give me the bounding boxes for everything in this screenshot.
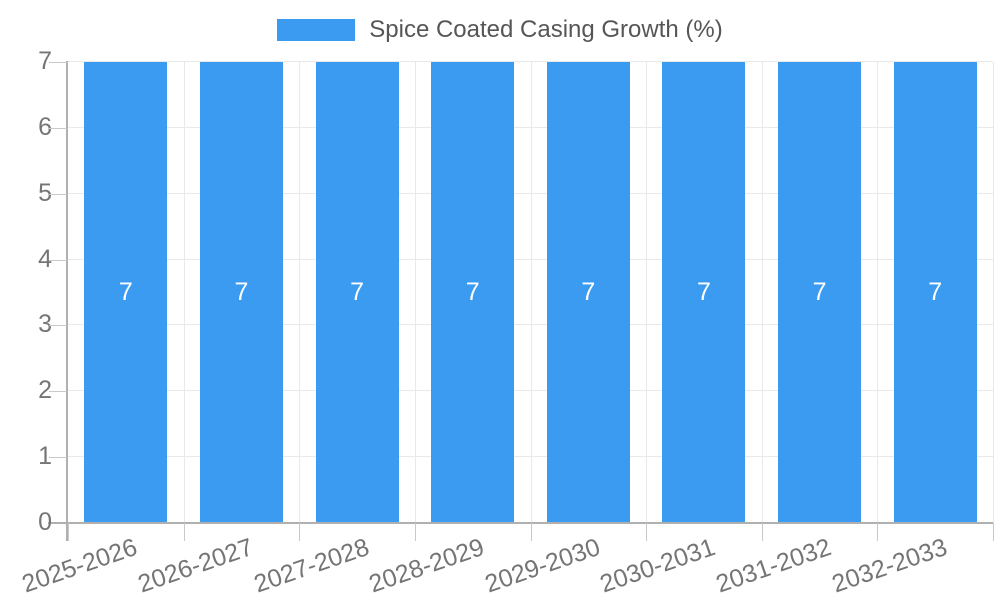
bar-2027-2028[interactable]: 7 bbox=[315, 62, 399, 523]
bar-value-label: 7 bbox=[928, 278, 943, 306]
y-tick-3 bbox=[49, 325, 67, 327]
bar-value-label: 7 bbox=[465, 278, 480, 306]
gridline-x-4 bbox=[530, 62, 532, 523]
y-tick-6 bbox=[49, 127, 67, 129]
y-tick-5 bbox=[49, 193, 67, 195]
bar-value-label: 7 bbox=[118, 278, 133, 306]
y-tick-2 bbox=[49, 391, 67, 393]
x-tick-label-2027-2028: 2027-2028 bbox=[250, 533, 373, 599]
bar-value-label: 7 bbox=[234, 278, 249, 306]
y-tick-7 bbox=[49, 62, 67, 63]
plot-area: 7 7 7 7 7 7 7 7 bbox=[68, 61, 994, 523]
x-tick-label-2025-2026: 2025-2026 bbox=[18, 533, 141, 599]
x-axis-line bbox=[48, 522, 993, 524]
x-tick-label-2031-2032: 2031-2032 bbox=[712, 533, 835, 599]
y-tick-label-4: 4 bbox=[38, 244, 52, 273]
bar-value-label: 7 bbox=[350, 278, 365, 306]
x-tick-label-2030-2031: 2030-2031 bbox=[596, 533, 720, 599]
gridline-x-1 bbox=[183, 62, 185, 523]
bar-2026-2027[interactable]: 7 bbox=[199, 62, 283, 523]
bar-2025-2026[interactable]: 7 bbox=[84, 62, 168, 523]
y-tick-label-7: 7 bbox=[38, 46, 52, 75]
legend-swatch[interactable] bbox=[277, 19, 356, 41]
x-tick-4 bbox=[530, 523, 532, 541]
bar-2030-2031[interactable]: 7 bbox=[662, 62, 746, 523]
gridline-x-7 bbox=[877, 62, 879, 523]
x-tick-label-2029-2030: 2029-2030 bbox=[481, 533, 604, 599]
y-tick-label-3: 3 bbox=[38, 310, 52, 339]
y-tick-label-5: 5 bbox=[38, 178, 52, 207]
bar-value-label: 7 bbox=[696, 278, 711, 306]
x-tick-1 bbox=[183, 523, 185, 541]
x-tick-2 bbox=[299, 523, 301, 541]
gridline-x-3 bbox=[414, 62, 416, 523]
y-tick-label-0: 0 bbox=[38, 507, 52, 536]
bar-value-label: 7 bbox=[581, 278, 596, 306]
bar-2032-2033[interactable]: 7 bbox=[893, 62, 977, 523]
y-tick-label-6: 6 bbox=[38, 112, 52, 141]
bar-value-label: 7 bbox=[812, 278, 827, 306]
legend[interactable]: Spice Coated Casing Growth (%) bbox=[0, 16, 1000, 44]
bar-2028-2029[interactable]: 7 bbox=[431, 62, 515, 523]
x-tick-7 bbox=[877, 523, 879, 541]
x-tick-label-2028-2029: 2028-2029 bbox=[365, 533, 488, 599]
gridline-y-7 bbox=[68, 61, 993, 62]
y-tick-label-1: 1 bbox=[38, 442, 52, 471]
x-tick-label-2026-2027: 2026-2027 bbox=[134, 533, 257, 599]
bar-2031-2032[interactable]: 7 bbox=[778, 62, 862, 523]
gridline-x-6 bbox=[761, 62, 763, 523]
y-tick-4 bbox=[49, 259, 67, 261]
x-tick-label-2032-2033: 2032-2033 bbox=[828, 533, 951, 599]
y-axis-line bbox=[66, 61, 68, 541]
x-tick-8 bbox=[993, 523, 994, 541]
y-tick-1 bbox=[49, 457, 67, 459]
x-tick-5 bbox=[646, 523, 648, 541]
y-tick-label-2: 2 bbox=[38, 376, 52, 405]
gridline-x-8 bbox=[993, 62, 994, 523]
x-tick-0 bbox=[68, 523, 69, 541]
gridline-x-5 bbox=[646, 62, 648, 523]
legend-label: Spice Coated Casing Growth (%) bbox=[369, 16, 723, 43]
bar-2029-2030[interactable]: 7 bbox=[546, 62, 630, 523]
x-tick-3 bbox=[414, 523, 416, 541]
x-tick-6 bbox=[761, 523, 763, 541]
gridline-x-2 bbox=[299, 62, 301, 523]
